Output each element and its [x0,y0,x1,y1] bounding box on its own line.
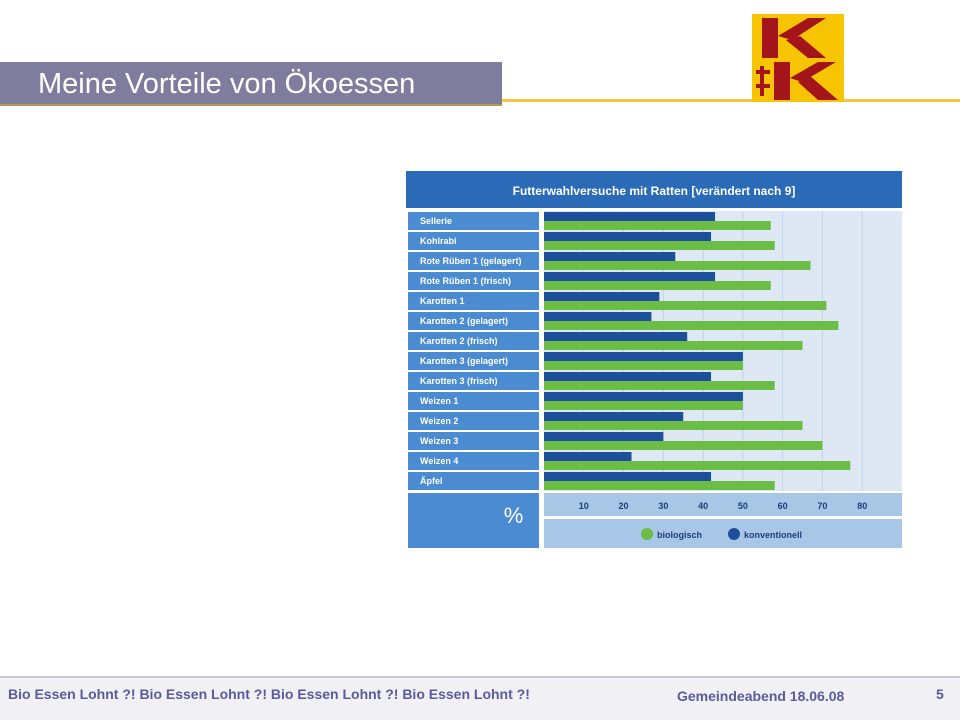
slide-title: Meine Vorteile von Ökoessen [38,68,416,100]
bar-konventionell [544,352,743,361]
bar-biologisch [544,401,743,410]
footer-slogan: Bio Essen Lohnt ?! Bio Essen Lohnt ?! Bi… [8,686,530,702]
bar-biologisch [544,361,743,370]
category-label-box [408,332,539,350]
category-label: Weizen 3 [420,436,458,446]
unit-box [408,493,539,548]
category-label-box [408,212,539,230]
bar-konventionell [544,292,660,301]
category-label-box [408,352,539,370]
bar-konventionell [544,392,743,401]
bar-biologisch [544,461,851,470]
x-tick-label: 60 [778,501,788,511]
x-tick-label: 80 [857,501,867,511]
category-label-box [408,272,539,290]
x-tick-label: 20 [619,501,629,511]
category-label-box [408,312,539,330]
category-label: Rote Rüben 1 (frisch) [420,276,511,286]
x-tick-label: 40 [698,501,708,511]
bar-biologisch [544,381,775,390]
footer-divider [0,676,960,678]
x-axis-band [544,493,902,516]
bar-biologisch [544,261,811,270]
bar-biologisch [544,301,827,310]
legend-biologisch-swatch [641,528,653,540]
category-label: Weizen 4 [420,456,458,466]
bar-biologisch [544,281,771,290]
category-label: Karotten 3 (frisch) [420,376,498,386]
legend-band [544,519,902,548]
bar-biologisch [544,241,775,250]
bar-konventionell [544,312,652,321]
x-tick-label: 50 [738,501,748,511]
bar-konventionell [544,212,716,221]
bar-konventionell [544,412,684,421]
bar-konventionell [544,472,712,481]
page-number: 5 [936,686,944,702]
category-label-box [408,232,539,250]
category-label-box [408,252,539,270]
category-label: Rote Rüben 1 (gelagert) [420,256,522,266]
title-bar-shadow [0,104,502,106]
category-label: Kohlrabi [420,236,457,246]
category-label-box [408,392,539,410]
category-label-box [408,372,539,390]
category-label-box [408,452,539,470]
category-label: Karotten 1 [420,296,465,306]
bar-biologisch [544,441,823,450]
x-tick-label: 30 [658,501,668,511]
bar-konventionell [544,252,676,261]
footer-background [0,678,960,720]
legend-biologisch-label: biologisch [657,530,702,540]
title-accent-line [502,99,960,102]
category-label: Äpfel [420,476,443,486]
bar-konventionell [544,372,712,381]
bar-konventionell [544,452,632,461]
category-label: Weizen 1 [420,396,458,406]
bar-konventionell [544,232,712,241]
chart-title: Futterwahlversuche mit Ratten [verändert… [513,184,796,198]
bar-biologisch [544,221,771,230]
bar-konventionell [544,272,716,281]
bar-konventionell [544,332,688,341]
category-label-box [408,432,539,450]
legend-konventionell-swatch [728,528,740,540]
bar-biologisch [544,321,839,330]
bar-biologisch [544,421,803,430]
kk-logo [752,14,844,102]
axis-unit-label: % [504,503,524,528]
bar-konventionell [544,432,664,441]
title-bar [0,62,502,104]
bar-biologisch [544,481,775,490]
category-label: Karotten 3 (gelagert) [420,356,508,366]
x-tick-label: 10 [579,501,589,511]
bar-biologisch [544,341,803,350]
legend-konventionell-label: konventionell [744,530,802,540]
category-label-box [408,292,539,310]
category-label-box [408,412,539,430]
rat-feeding-chart: Futterwahlversuche mit Ratten [verändert… [406,171,902,548]
category-label-box [408,472,539,490]
category-label: Karotten 2 (frisch) [420,336,498,346]
footer-event-date: Gemeindeabend 18.06.08 [677,688,845,704]
category-label: Karotten 2 (gelagert) [420,316,508,326]
x-tick-label: 70 [817,501,827,511]
category-label: Sellerie [420,216,452,226]
chart-header [406,171,902,208]
category-label: Weizen 2 [420,416,458,426]
